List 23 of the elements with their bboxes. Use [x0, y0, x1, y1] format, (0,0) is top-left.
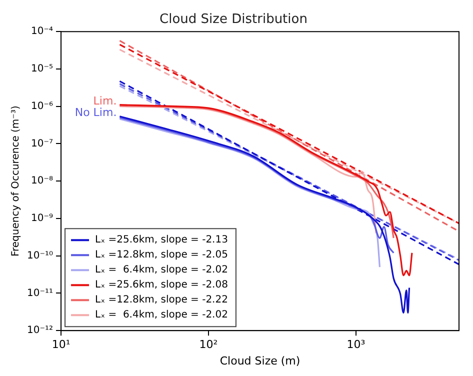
y-axis-title: Frequency of Occurence (m⁻³) [10, 106, 22, 257]
x-tick-label: 10² [199, 338, 218, 352]
chart-title: Cloud Size Distribution [160, 12, 308, 28]
y-tick-label: 10⁻⁸ [31, 176, 54, 187]
y-tick-label: 10⁻⁴ [31, 26, 54, 38]
annotation: No Lim. [74, 106, 117, 120]
y-tick-label: 10⁻¹¹ [26, 288, 54, 299]
y-tick-label: 10⁻¹⁰ [26, 250, 54, 262]
annotation: Lim. [93, 94, 117, 108]
y-tick-label: 10⁻⁵ [31, 64, 54, 75]
legend-label: Lₓ =25.6km, slope = -2.08 [95, 280, 228, 291]
y-tick-label: 10⁻⁹ [31, 213, 54, 224]
legend-label: Lₓ = 6.4km, slope = -2.02 [95, 264, 228, 276]
y-tick-label: 10⁻⁶ [31, 100, 54, 112]
x-tick-label: 10³ [346, 338, 366, 352]
x-tick-label: 10¹ [52, 338, 70, 352]
legend-label: Lₓ =25.6km, slope = -2.13 [95, 234, 228, 246]
y-tick-label: 10⁻¹² [26, 325, 54, 336]
legend-label: Lₓ =12.8km, slope = -2.05 [95, 250, 228, 261]
legend-label: Lₓ =12.8km, slope = -2.22 [95, 294, 228, 306]
legend-label: Lₓ = 6.4km, slope = -2.02 [95, 310, 228, 321]
y-tick-label: 10⁻⁷ [31, 138, 54, 150]
x-axis-title: Cloud Size (m) [220, 354, 300, 368]
